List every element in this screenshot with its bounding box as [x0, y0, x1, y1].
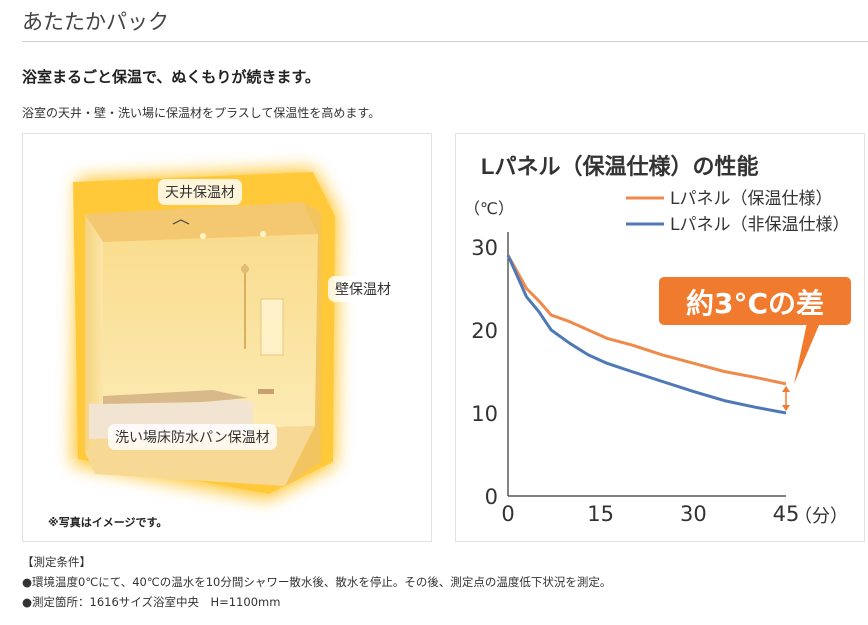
difference-annotation: 約3°Cの差	[659, 277, 851, 411]
chart-series	[506, 254, 787, 415]
bathroom-image-panel: 天井保温材 壁保温材 洗い場床防水パン保温材 ※写真はイメージです。	[22, 133, 432, 542]
wall-insulation-label: 壁保温材	[328, 276, 398, 302]
callout-box	[659, 277, 851, 325]
measurement-conditions: 【測定条件】 ●環境温度0℃にて、40℃の温水を10分間シャワー散水後、散水を停…	[22, 552, 611, 612]
image-disclaimer: ※写真はイメージです。	[48, 516, 168, 529]
temperature-line-chart: Lパネル（保温仕様）の性能 （℃） （分） Lパネル（保温仕様） Lパネル（非保温…	[464, 154, 851, 527]
lead-text: 浴室の天井・壁・洗い場に保温材をプラスして保温性を高めます。	[22, 106, 381, 120]
y-tick-label: 20	[471, 319, 498, 343]
legend-label: Lパネル（保温仕様）	[670, 189, 832, 209]
floor-insulation-label: 洗い場床防水パン保温材	[108, 424, 277, 450]
arrow-head-top	[782, 385, 790, 392]
callout-text: 約3°Cの差	[686, 287, 824, 320]
x-tick-label: 15	[587, 502, 614, 526]
y-tick-label: 10	[471, 402, 498, 426]
performance-chart-panel: Lパネル（保温仕様）の性能 （℃） （分） Lパネル（保温仕様） Lパネル（非保温…	[455, 133, 865, 542]
legend-label: Lパネル（非保温仕様）	[670, 215, 849, 235]
chart-axes: 0 10 20 30 0 15 30 45	[471, 232, 799, 526]
x-axis-unit: （分）	[794, 506, 848, 527]
y-tick-label: 0	[485, 485, 498, 509]
chart-legend: Lパネル（保温仕様） Lパネル（非保温仕様）	[626, 189, 849, 235]
title-divider	[22, 41, 868, 42]
x-tick-label: 30	[680, 502, 707, 526]
series-line	[506, 254, 787, 386]
y-tick-label: 30	[471, 236, 498, 260]
condition-item: ●環境温度0℃にて、40℃の温水を10分間シャワー散水後、散水を停止。その後、測…	[22, 575, 612, 589]
chart-title: Lパネル（保温仕様）の性能	[481, 154, 758, 179]
x-tick-label: 45	[773, 502, 800, 526]
series-line	[506, 254, 787, 415]
callout-pointer	[794, 318, 822, 384]
headline: 浴室まるごと保温で、ぬくもりが続きます。	[22, 68, 320, 86]
x-tick-label: 0	[501, 502, 514, 526]
y-axis-unit: （℃）	[464, 199, 514, 218]
ceiling-insulation-label: 天井保温材	[158, 179, 242, 205]
page-title: あたたかパック	[22, 10, 169, 34]
conditions-heading: 【測定条件】	[22, 555, 91, 569]
condition-item: ●測定箇所：1616サイズ浴室中央 H=1100mm	[22, 595, 281, 609]
arrow-head-bottom	[782, 405, 790, 411]
